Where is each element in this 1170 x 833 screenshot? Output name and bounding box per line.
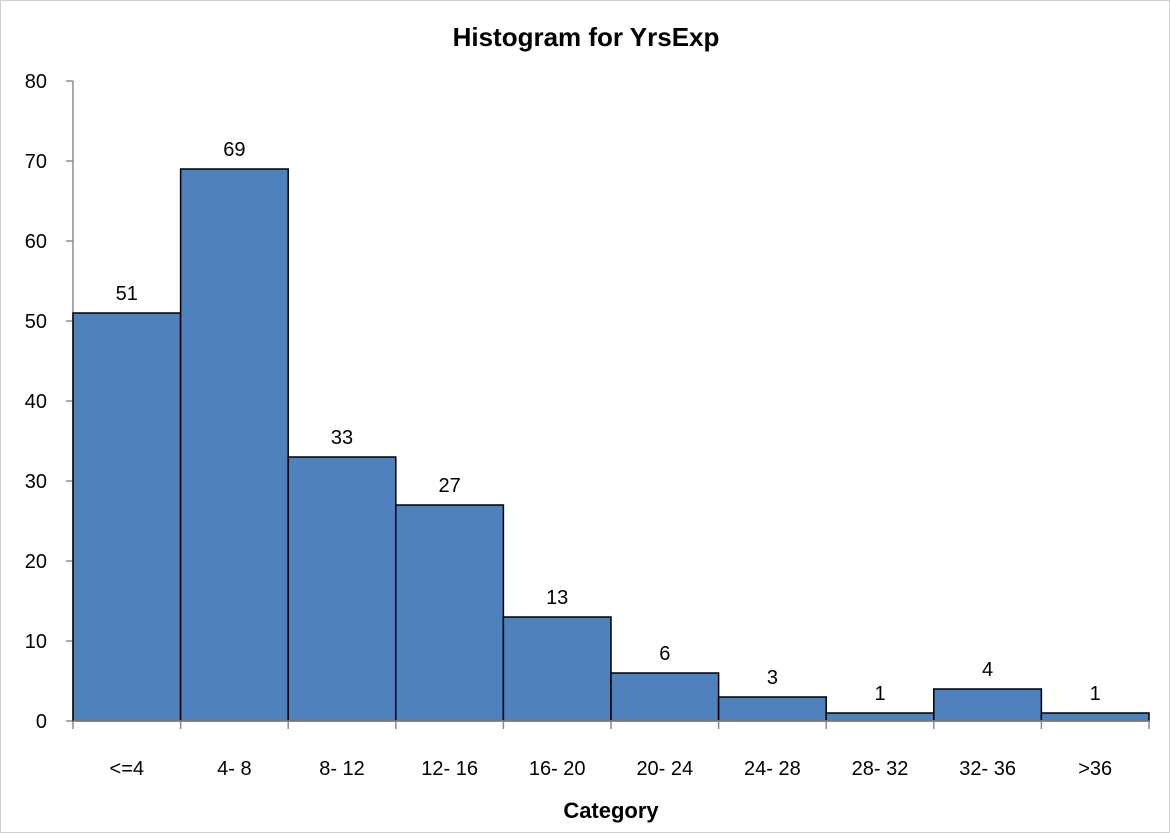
y-tick-label: 60 (25, 231, 47, 253)
x-tick-label: 16- 20 (529, 758, 586, 780)
bar-data-label: 1 (1090, 683, 1101, 705)
x-tick-label: 12- 16 (421, 758, 478, 780)
x-tick-label: >36 (1078, 758, 1112, 780)
bar (502, 616, 612, 722)
bar-data-label: 69 (223, 139, 245, 161)
y-tick-label: 30 (25, 471, 47, 493)
bar (933, 688, 1043, 722)
y-tick-label: 80 (25, 71, 47, 93)
x-tick-label: 20- 24 (636, 758, 693, 780)
bar (72, 312, 182, 722)
bar (1040, 712, 1150, 722)
chart-title: Histogram for YrsExp (453, 22, 720, 52)
bar-data-label: 1 (874, 683, 885, 705)
x-axis: <=4 4- 8 8- 12 12- 16 16- 20 20- 24 24- 28 28- … (72, 720, 1150, 780)
y-axis: 0 10 20 30 40 50 60 70 80 (25, 71, 74, 733)
x-tick-label: 8- 12 (319, 758, 365, 780)
data-labels: 51 69 33 27 13 6 3 1 4 1 (116, 139, 1101, 705)
y-tick-label: 0 (36, 711, 47, 733)
y-tick-label: 10 (25, 631, 47, 653)
bar (825, 712, 935, 722)
y-tick-label: 50 (25, 311, 47, 333)
bar-data-label: 6 (659, 643, 670, 665)
bar-data-label: 27 (438, 475, 460, 497)
x-tick-label: 4- 8 (217, 758, 251, 780)
bar (610, 672, 720, 722)
bar-data-label: 3 (767, 667, 778, 689)
bar (179, 168, 289, 722)
x-tick-label: 32- 36 (959, 758, 1016, 780)
x-tick-label: <=4 (110, 758, 144, 780)
y-tick-label: 40 (25, 391, 47, 413)
bar-data-label: 13 (546, 587, 568, 609)
y-tick-label: 70 (25, 151, 47, 173)
x-tick-label: 24- 28 (744, 758, 801, 780)
bar (717, 696, 827, 722)
x-tick-label: 28- 32 (852, 758, 909, 780)
y-tick-label: 20 (25, 551, 47, 573)
bar (395, 504, 505, 722)
bar-data-label: 33 (331, 427, 353, 449)
bar (287, 456, 397, 722)
bars (72, 168, 1150, 722)
x-axis-label: Category (563, 798, 659, 823)
bar-data-label: 51 (116, 283, 138, 305)
bar-data-label: 4 (982, 659, 993, 681)
